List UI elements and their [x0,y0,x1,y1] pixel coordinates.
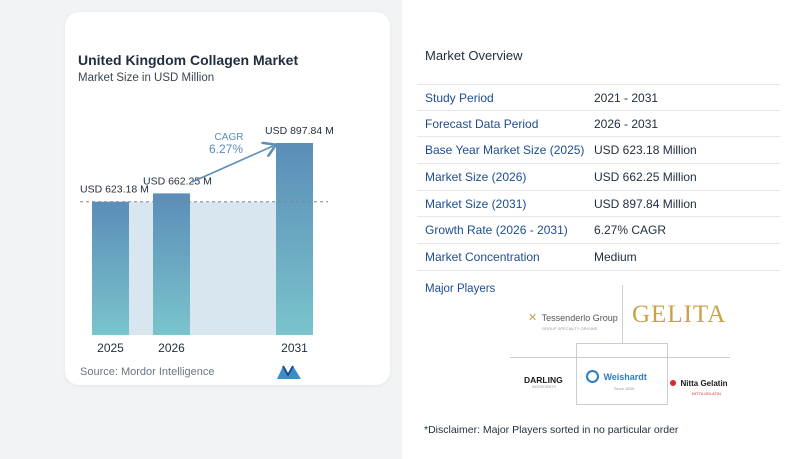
player-tessenderlo: ✕ Tessenderlo Group GROUP SPECIALTY ORIG… [528,312,618,331]
players-divider [576,343,577,405]
tick-label-2025: 2025 [97,341,124,355]
disclaimer: *Disclaimer: Major Players sorted in no … [424,424,679,436]
weishardt-circle-icon [586,370,599,384]
chart-title: United Kingdom Collagen Market [78,52,299,68]
major-players-title: Major Players [425,283,496,295]
players-divider [667,343,668,405]
reference-shade [129,201,276,335]
row-value: USD 662.25 Million [594,170,697,185]
data-label-2026: USD 662.25 M [143,175,212,187]
tessenderlo-mark-icon: ✕ [528,312,538,324]
row-value: 2026 - 2031 [594,116,659,131]
overview-table: Study Period 2021 - 2031 Forecast Data P… [417,84,780,271]
bar-2026 [153,193,190,335]
bar-2031 [276,143,313,335]
table-row: Market Size (2026) USD 662.25 Million [417,164,780,191]
overview-title: Market Overview [425,48,523,63]
mordor-intelligence-logo [277,365,301,379]
tick-label-2026: 2026 [158,341,185,355]
players-divider [510,357,730,358]
row-label: Study Period [425,91,494,105]
nitta-dot-icon [670,380,676,386]
market-overview-panel [402,0,800,459]
table-row: Study Period 2021 - 2031 [417,84,780,111]
table-row: Growth Rate (2026 - 2031) 6.27% CAGR [417,217,780,245]
row-value: 6.27% CAGR [594,223,667,238]
player-darling: DARLING INGREDIENTS [524,375,563,389]
data-label-2025: USD 623.18 M [80,184,149,196]
row-value: USD 623.18 Million [594,143,697,158]
table-row: Market Size (2031) USD 897.84 Million [417,191,780,218]
tick-label-2031: 2031 [281,341,308,355]
table-row: Forecast Data Period 2026 - 2031 [417,111,780,138]
row-label: Forecast Data Period [425,116,539,131]
players-divider [576,343,668,344]
table-row: Market Concentration Medium [417,244,780,271]
chart-source: Source: Mordor Intelligence [80,366,215,378]
player-gelita: GELITA [632,301,727,328]
row-label: Base Year Market Size (2025) [425,143,585,158]
cagr-arrow [191,146,273,183]
row-label: Market Size (2031) [425,196,527,211]
cagr-value: 6.27% [209,142,243,156]
row-value: Medium [594,250,637,265]
row-label: Growth Rate (2026 - 2031) [425,223,568,238]
table-row: Base Year Market Size (2025) USD 623.18 … [417,137,780,165]
row-value: USD 897.84 Million [594,196,697,211]
player-weishardt: Weishardt Since 1839 [586,368,647,391]
data-label-2031: USD 897.84 M [265,125,334,137]
row-label: Market Size (2026) [425,170,527,185]
players-divider [622,285,623,343]
chart-subtitle: Market Size in USD Million [78,72,215,84]
row-value: 2021 - 2031 [594,91,659,105]
cagr-label: CAGR [215,132,244,143]
bar-2025 [92,201,129,335]
player-nitta-gelatin: Nitta Gelatin NITTA GELATIN [670,373,728,396]
row-label: Market Concentration [425,250,540,265]
players-divider [576,404,668,405]
